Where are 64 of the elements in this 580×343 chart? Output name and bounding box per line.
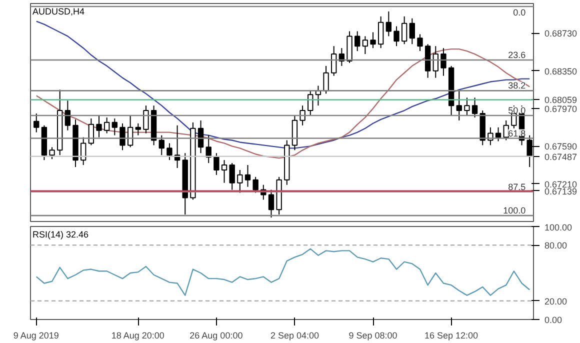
- candlestick: [96, 114, 102, 138]
- annotation: 23.6: [508, 50, 526, 60]
- annotation: 87.5: [508, 182, 526, 192]
- candlestick: [221, 160, 228, 184]
- annotation: 100.0: [503, 206, 526, 216]
- x-tick-label: 18 Aug 20:00: [111, 330, 164, 340]
- candlestick: [362, 36, 368, 55]
- y-tick-label: 80.00: [544, 240, 568, 251]
- y-tick-label: 100.00: [544, 222, 572, 232]
- chart-title: RSI(14) 32.46: [32, 230, 88, 240]
- candlestick: [34, 112, 40, 133]
- candlestick: [472, 97, 478, 118]
- candlestick: [386, 10, 392, 37]
- candlestick: [417, 34, 423, 52]
- x-tick-label: 16 Sep 12:00: [424, 330, 478, 340]
- y-tick-label: 0.00: [544, 315, 562, 325]
- annotation: 0.0: [513, 7, 526, 18]
- candlestick: [409, 18, 415, 45]
- candlestick: [166, 142, 172, 161]
- y-tick-label: 0.68730: [544, 28, 578, 39]
- x-tick-label: 9 Aug 2019: [13, 330, 59, 340]
- candlestick: [456, 90, 462, 121]
- candlestick: [64, 100, 71, 131]
- candlestick: [120, 122, 126, 151]
- candlestick: [143, 105, 149, 134]
- candlestick: [370, 32, 376, 49]
- y-tick-label: 0.68350: [544, 66, 578, 76]
- candlestick: [158, 134, 164, 156]
- candlestick: [229, 162, 235, 190]
- x-tick-label: 2 Sep 04:00: [270, 330, 319, 340]
- candlestick: [300, 105, 306, 126]
- candlestick: [378, 16, 384, 49]
- y-tick-label: 20.00: [544, 296, 568, 306]
- line-series: [36, 48, 530, 159]
- x-tick-label: 26 Aug 00:00: [190, 330, 243, 340]
- chart-title: AUDUSD,H4: [32, 6, 84, 16]
- annotation: 38.2: [508, 80, 526, 91]
- candlestick: [394, 26, 400, 47]
- annotation: 50.0: [508, 105, 526, 116]
- y-tick-label: 0.68059: [544, 95, 578, 106]
- candlestick: [323, 65, 329, 94]
- annotation: 61.8: [508, 128, 526, 138]
- candlestick: [237, 169, 243, 194]
- candlestick: [80, 136, 86, 166]
- candlestick: [244, 164, 251, 188]
- candlestick: [495, 126, 502, 142]
- candlestick: [214, 152, 220, 176]
- candlestick: [49, 146, 55, 160]
- candlestick: [354, 30, 360, 52]
- candlestick: [432, 46, 438, 78]
- candlestick: [401, 16, 408, 45]
- candlestick: [440, 48, 446, 76]
- y-tick-label: 0.67590: [544, 142, 578, 152]
- line-series: [36, 20, 530, 149]
- candlestick: [104, 116, 110, 134]
- candlestick: [464, 97, 470, 116]
- candlestick: [331, 46, 337, 76]
- y-tick-label: 0.67487: [544, 152, 578, 162]
- candlestick: [252, 176, 258, 194]
- x-tick-label: 9 Sep 08:00: [348, 330, 398, 340]
- candlestick: [112, 118, 118, 136]
- candlestick: [135, 122, 141, 136]
- y-tick-label: 0.67970: [544, 104, 578, 114]
- line-series: [36, 248, 530, 296]
